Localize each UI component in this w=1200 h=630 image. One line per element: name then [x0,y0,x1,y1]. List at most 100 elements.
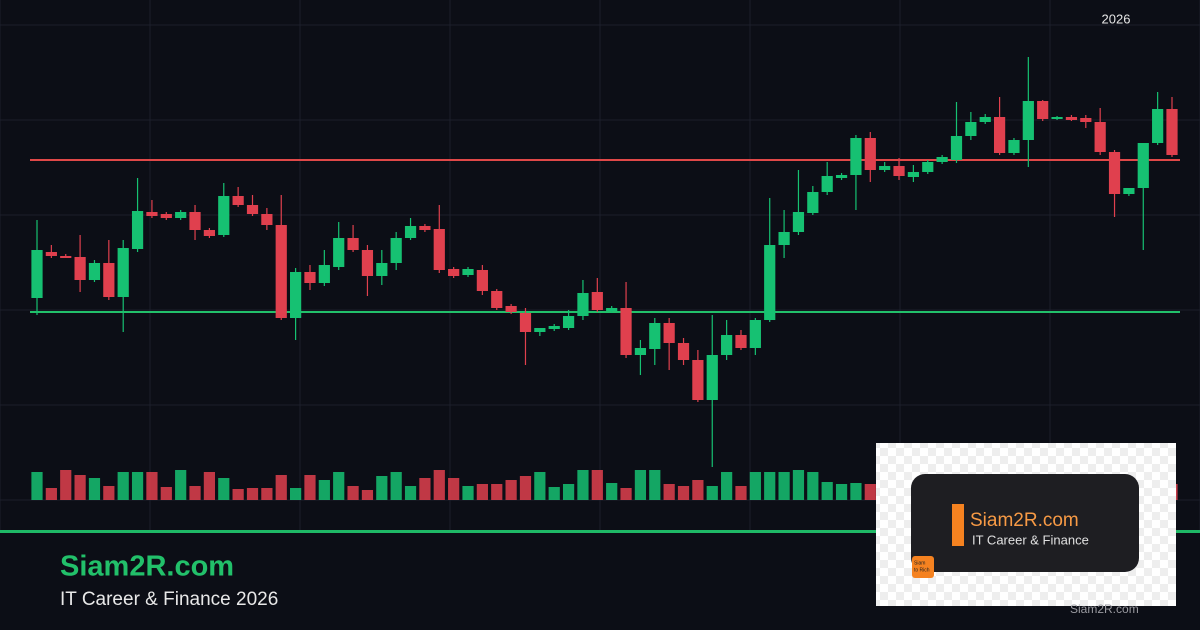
volume-bar [577,470,589,500]
candle-body [735,335,747,348]
volume-bar [462,486,474,500]
volume-bar [390,472,402,500]
candle-body [491,291,503,308]
candle-body [534,328,546,332]
volume-bar [160,487,172,500]
volume-bar [519,476,532,500]
candle-body [677,343,690,360]
volume-bar [361,490,374,500]
volume-bar [261,488,273,500]
candle-body [850,138,862,175]
volume-bar [246,488,259,500]
volume-bar [347,486,359,500]
volume-bar [807,472,819,500]
candle-body [146,212,158,216]
candle-body [88,263,101,280]
candle-body [74,257,86,280]
candle-body [117,248,129,297]
volume-bar [74,475,86,500]
candle-body [620,308,632,355]
candle-body [131,211,144,249]
candle-body [419,226,431,230]
volume-bar [103,486,115,500]
volume-bar [620,488,632,500]
volume-bar [491,484,503,500]
candle-body [361,250,374,276]
candle-body [376,263,388,276]
volume-bar [218,478,230,500]
volume-bar [706,486,718,500]
candle-body [304,272,316,283]
candle-body [577,293,589,316]
logo-tagline: IT Career & Finance [972,532,1089,547]
volume-bar [677,486,690,500]
candle-body [950,136,963,160]
candle-body [634,348,647,355]
volume-bar [749,472,761,500]
volume-bar [203,472,216,500]
candle-body [390,238,402,263]
candle-body [246,205,259,214]
candle-body [261,214,273,225]
volume-bar [548,487,560,500]
volume-bar [792,470,805,500]
candle-body [462,269,474,275]
logo-name: Siam2R.com [970,510,1079,531]
volume-bar [304,475,316,500]
volume-bar [376,476,388,500]
candle-body [1080,118,1092,122]
candle-body [922,162,934,172]
volume-bar [419,478,431,500]
volume-bar [692,480,704,500]
volume-bar [175,470,187,500]
divider [0,530,1200,533]
candle-body [907,172,919,177]
volume-bar [534,472,546,500]
badge-bottom: to Rich [914,567,930,573]
candle-body [275,225,287,318]
candle-body [505,306,517,312]
badge [912,556,934,578]
candle-body [1008,140,1020,153]
candle-body [333,238,345,267]
brand-tagline: IT Career & Finance 2026 [60,589,278,610]
candle-body [663,323,675,343]
candle-body [1094,122,1106,152]
candle-body [864,138,876,170]
candle-body [692,360,704,400]
candle-body [965,122,977,136]
candle-body [31,250,43,298]
volume-bar [606,483,618,500]
candle-body [1037,101,1049,119]
candle-body [160,214,172,218]
volume-bar [60,470,72,500]
volume-bar [721,472,733,500]
volume-bar [663,484,675,500]
candle-body [749,320,761,348]
candle-body [706,355,718,400]
candle-body [1137,143,1149,188]
candle-body [1065,117,1078,120]
logo-card [911,474,1139,572]
candle-body [103,263,115,297]
candle-body [807,192,819,213]
candle-body [792,212,805,232]
candle-body [519,313,532,332]
candle-body [1108,152,1121,194]
volume-bar [318,480,330,500]
candle-body [721,335,733,355]
volume-bar [232,489,244,500]
year-label: 2026 [1102,11,1131,26]
volume-bar [45,488,57,500]
candle-body [232,196,244,205]
watermark: Siam2R.com IT Career & Finance Siam to R… [876,443,1176,616]
candle-body [1152,109,1164,143]
volume-bar [864,484,876,500]
candle-body [1123,188,1135,194]
candle-body [60,256,72,258]
volume-bar [433,470,445,500]
candle-body [175,212,187,218]
volume-bar [448,478,460,500]
